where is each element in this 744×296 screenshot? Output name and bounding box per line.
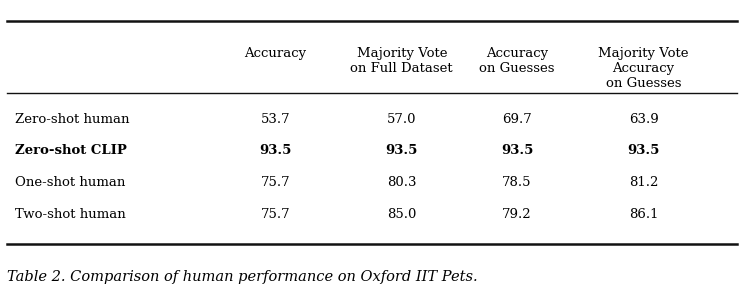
Text: 63.9: 63.9 [629,113,658,126]
Text: 75.7: 75.7 [260,208,290,221]
Text: 93.5: 93.5 [627,144,660,157]
Text: Zero-shot human: Zero-shot human [15,113,129,126]
Text: Majority Vote
Accuracy
on Guesses: Majority Vote Accuracy on Guesses [598,47,689,90]
Text: One-shot human: One-shot human [15,176,125,189]
Text: 79.2: 79.2 [502,208,532,221]
Text: Two-shot human: Two-shot human [15,208,126,221]
Text: 78.5: 78.5 [502,176,532,189]
Text: 53.7: 53.7 [260,113,290,126]
Text: 93.5: 93.5 [385,144,418,157]
Text: Accuracy: Accuracy [244,47,307,60]
Text: 81.2: 81.2 [629,176,658,189]
Text: Majority Vote
on Full Dataset: Majority Vote on Full Dataset [350,47,453,75]
Text: 85.0: 85.0 [387,208,417,221]
Text: 75.7: 75.7 [260,176,290,189]
Text: 80.3: 80.3 [387,176,417,189]
Text: 93.5: 93.5 [259,144,292,157]
Text: Zero-shot CLIP: Zero-shot CLIP [15,144,126,157]
Text: 86.1: 86.1 [629,208,658,221]
Text: 93.5: 93.5 [501,144,533,157]
Text: 69.7: 69.7 [502,113,532,126]
Text: Table 2. Comparison of human performance on Oxford IIT Pets.: Table 2. Comparison of human performance… [7,270,478,284]
Text: Accuracy
on Guesses: Accuracy on Guesses [479,47,555,75]
Text: 57.0: 57.0 [387,113,417,126]
